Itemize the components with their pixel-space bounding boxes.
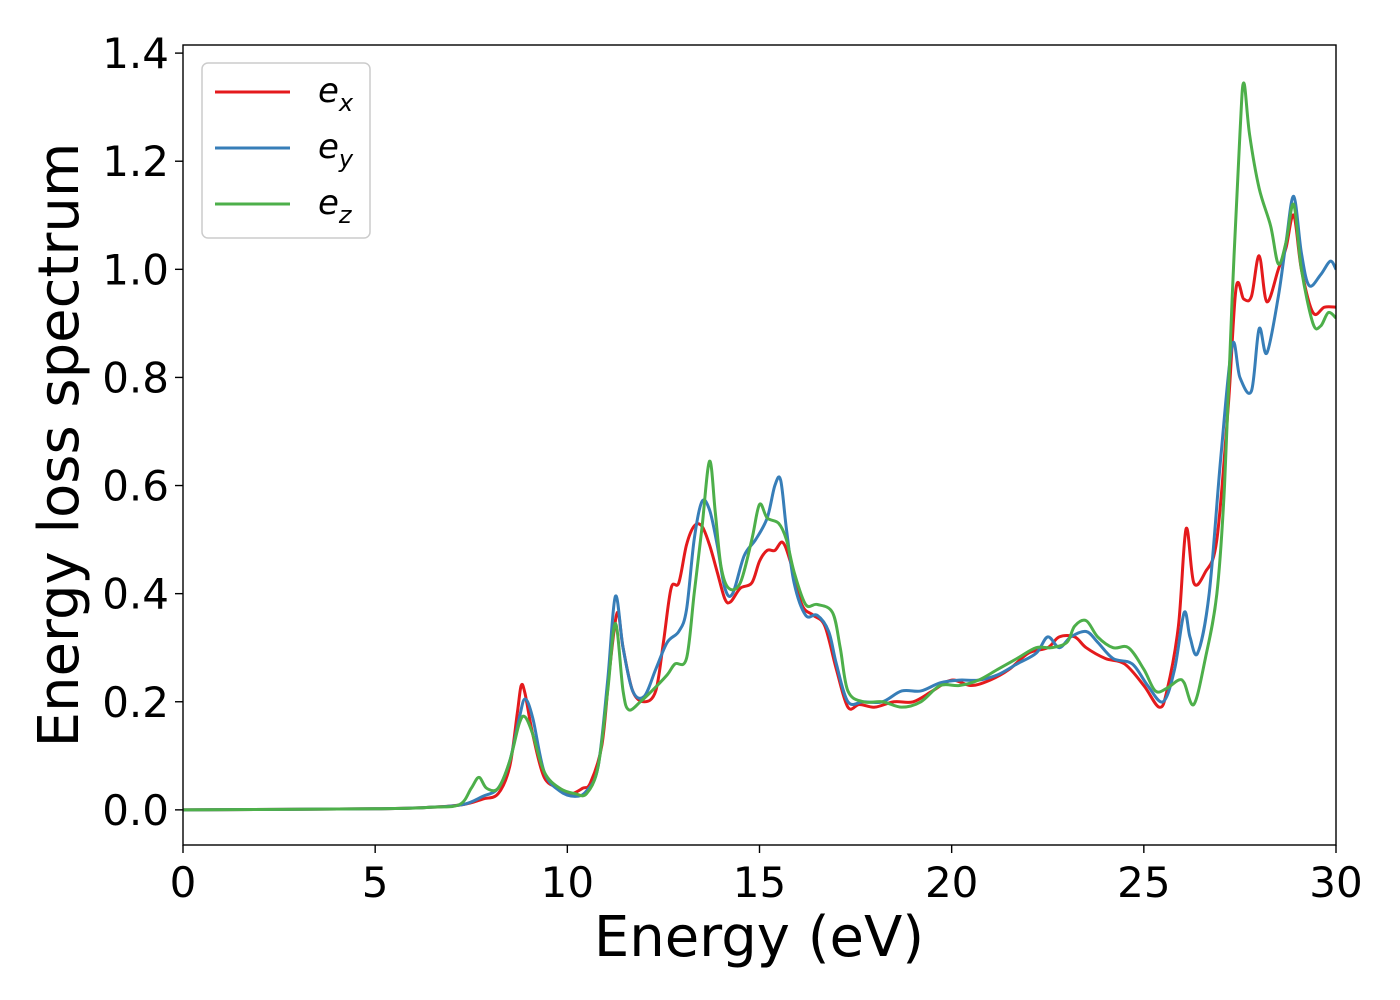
y-axis: 0.0 0.2 0.4 0.6 0.8 1.0 1.2 1.4 — [102, 29, 183, 835]
legend-entry-subscript: x — [338, 89, 354, 117]
x-tick-label: 25 — [1117, 858, 1170, 907]
x-tick-label: 0 — [170, 858, 197, 907]
y-tick-label: 0.8 — [102, 353, 169, 402]
x-tick-label: 15 — [733, 858, 786, 907]
legend-entry-label: ey — [318, 127, 354, 173]
x-tick-label: 5 — [362, 858, 389, 907]
legend-entry-subscript: z — [338, 201, 353, 229]
series-line-e-z — [183, 81, 1336, 812]
legend-box — [201, 62, 371, 239]
y-tick-label: 1.2 — [102, 137, 169, 186]
y-tick-label: 1.0 — [102, 245, 169, 294]
x-axis: 0 5 10 15 20 25 30 — [170, 845, 1363, 907]
x-tick-label: 10 — [541, 858, 594, 907]
plot-background — [183, 45, 1336, 845]
x-axis-label: Energy (eV) — [594, 905, 924, 970]
x-tick-label: 30 — [1309, 858, 1362, 907]
series-layer — [183, 81, 1336, 812]
y-axis-label: Energy loss spectrum — [27, 143, 92, 748]
y-tick-label: 0.0 — [102, 786, 169, 835]
y-tick-label: 0.6 — [102, 462, 169, 511]
series-line-e-y — [183, 194, 1336, 812]
y-tick-label: 0.2 — [102, 678, 169, 727]
y-tick-label: 1.4 — [102, 29, 169, 78]
y-tick-label: 0.4 — [102, 570, 169, 619]
legend-entry-subscript: y — [338, 145, 354, 173]
x-tick-label: 20 — [925, 858, 978, 907]
